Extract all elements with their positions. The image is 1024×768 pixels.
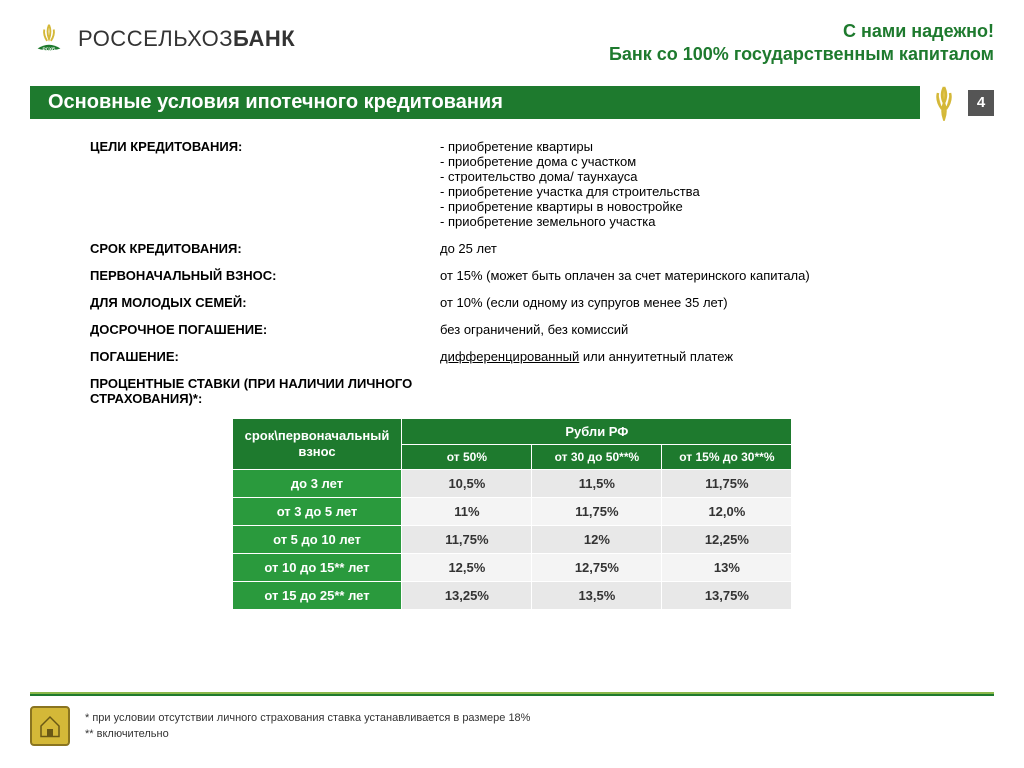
table-cell: 12% — [532, 525, 662, 553]
table-row-head: от 5 до 10 лет — [232, 525, 402, 553]
definition-label: ПРОЦЕНТНЫЕ СТАВКИ (при наличии личного с… — [90, 376, 440, 406]
definition-row: ПРОЦЕНТНЫЕ СТАВКИ (при наличии личного с… — [90, 376, 954, 406]
definition-line: - приобретение квартиры в новостройке — [440, 199, 954, 214]
table-cell: 13,75% — [662, 581, 792, 609]
definitions-list: ЦЕЛИ КРЕДИТОВАНИЯ:- приобретение квартир… — [30, 139, 994, 406]
definition-row: ПОГАШЕНИЕ:дифференцированный или аннуите… — [90, 349, 954, 364]
table-cell: 12,75% — [532, 553, 662, 581]
definition-row: ЦЕЛИ КРЕДИТОВАНИЯ:- приобретение квартир… — [90, 139, 954, 229]
header: РСХБ РОССЕЛЬХОЗБАНК С нами надежно! Банк… — [30, 20, 994, 67]
definition-label: ДОСРОЧНОЕ ПОГАШЕНИЕ: — [90, 322, 440, 337]
table-cell: 12,5% — [402, 553, 532, 581]
definition-line: без ограничений, без комиссий — [440, 322, 954, 337]
table-cell: 11% — [402, 497, 532, 525]
definition-row: ПЕРВОНАЧАЛЬНЫЙ ВЗНОС:от 15% (может быть … — [90, 268, 954, 283]
table-cell: 11,5% — [532, 469, 662, 497]
definition-line: дифференцированный или аннуитетный плате… — [440, 349, 954, 364]
definition-line: - приобретение квартиры — [440, 139, 954, 154]
table-cell: 11,75% — [532, 497, 662, 525]
table-column-head: от 30 до 50**% — [532, 444, 662, 469]
definition-value: от 15% (может быть оплачен за счет матер… — [440, 268, 954, 283]
table-cell: 10,5% — [402, 469, 532, 497]
definition-row: ДЛЯ МОЛОДЫХ СЕМЕЙ:от 10% (если одному из… — [90, 295, 954, 310]
definition-value — [440, 376, 954, 406]
footer-divider — [30, 692, 994, 696]
table-row-head: до 3 лет — [232, 469, 402, 497]
definition-row: СРОК КРЕДИТОВАНИЯ:до 25 лет — [90, 241, 954, 256]
definition-label: ПЕРВОНАЧАЛЬНЫЙ ВЗНОС: — [90, 268, 440, 283]
definition-value: без ограничений, без комиссий — [440, 322, 954, 337]
definition-value: дифференцированный или аннуитетный плате… — [440, 349, 954, 364]
definition-line: - приобретение участка для строительства — [440, 184, 954, 199]
slogan-line-1: С нами надежно! — [609, 20, 994, 43]
rates-table: срок\первоначальный взносРубли РФот 50%о… — [232, 418, 793, 610]
definition-row: ДОСРОЧНОЕ ПОГАШЕНИЕ:без ограничений, без… — [90, 322, 954, 337]
section-title: Основные условия ипотечного кредитования — [30, 86, 920, 119]
table-cell: 12,0% — [662, 497, 792, 525]
table-column-head: от 15% до 30**% — [662, 444, 792, 469]
logo-text: РОССЕЛЬХОЗБАНК — [78, 26, 295, 52]
slogan: С нами надежно! Банк со 100% государстве… — [609, 20, 994, 67]
wheat-decor-icon — [926, 85, 962, 121]
definition-line: - приобретение дома с участком — [440, 154, 954, 169]
table-row-head: от 15 до 25** лет — [232, 581, 402, 609]
rates-table-wrap: срок\первоначальный взносРубли РФот 50%о… — [30, 418, 994, 610]
table-row-head: от 3 до 5 лет — [232, 497, 402, 525]
definition-label: СРОК КРЕДИТОВАНИЯ: — [90, 241, 440, 256]
table-cell: 13,5% — [532, 581, 662, 609]
slogan-line-2: Банк со 100% государственным капиталом — [609, 43, 994, 66]
definition-label: ЦЕЛИ КРЕДИТОВАНИЯ: — [90, 139, 440, 229]
table-cell: 11,75% — [402, 525, 532, 553]
page-number-badge: 4 — [968, 90, 994, 116]
table-cell: 12,25% — [662, 525, 792, 553]
definition-line: - строительство дома/ таунхауса — [440, 169, 954, 184]
table-cell: 13,25% — [402, 581, 532, 609]
house-icon — [30, 706, 70, 746]
definition-value: от 10% (если одному из супругов менее 35… — [440, 295, 954, 310]
table-cell: 11,75% — [662, 469, 792, 497]
table-group-head: Рубли РФ — [402, 418, 792, 444]
definition-line: - приобретение земельного участка — [440, 214, 954, 229]
table-row-head: от 10 до 15** лет — [232, 553, 402, 581]
svg-text:РСХБ: РСХБ — [43, 46, 56, 52]
table-cell: 13% — [662, 553, 792, 581]
definition-value: до 25 лет — [440, 241, 954, 256]
definition-line: до 25 лет — [440, 241, 954, 256]
logo: РСХБ РОССЕЛЬХОЗБАНК — [30, 20, 295, 58]
definition-label: ДЛЯ МОЛОДЫХ СЕМЕЙ: — [90, 295, 440, 310]
definition-value: - приобретение квартиры- приобретение до… — [440, 139, 954, 229]
definition-label: ПОГАШЕНИЕ: — [90, 349, 440, 364]
definition-line: от 15% (может быть оплачен за счет матер… — [440, 268, 954, 283]
table-column-head: от 50% — [402, 444, 532, 469]
definition-line: от 10% (если одному из супругов менее 35… — [440, 295, 954, 310]
footnote-1: * при условии отсутствии личного страхов… — [85, 710, 530, 727]
footnotes: * при условии отсутствии личного страхов… — [85, 710, 530, 743]
table-corner-head: срок\первоначальный взнос — [232, 418, 402, 469]
wheat-logo-icon: РСХБ — [30, 20, 68, 58]
footnote-2: ** включительно — [85, 726, 530, 743]
footer: * при условии отсутствии личного страхов… — [30, 706, 994, 746]
title-row: Основные условия ипотечного кредитования… — [30, 85, 994, 121]
